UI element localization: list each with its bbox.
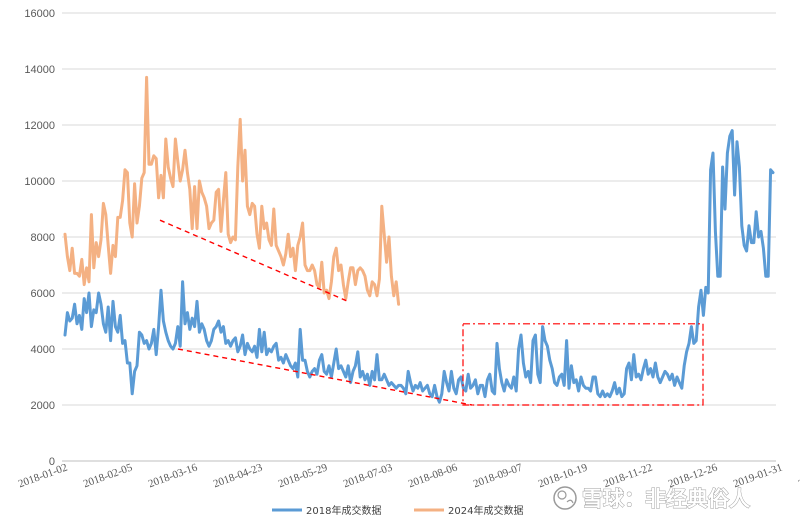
y-tick-label: 6000 (31, 288, 55, 300)
legend-label-2018: 2018年成交数据 (306, 504, 381, 517)
y-tick-label: 16000 (24, 8, 55, 20)
series-line-2018 (63, 129, 775, 404)
y-tick-label: 10000 (24, 176, 55, 188)
trend-line-2018 (177, 348, 473, 406)
x-tick-label: 2018-05-29 (277, 461, 330, 490)
y-axis-tick-labels: 0 2000 4000 6000 8000 10000 12000 14000 16000 (24, 8, 55, 468)
x-tick-label: 2018-02-05 (82, 461, 135, 490)
y-tick-label: 0 (49, 456, 55, 468)
y-tick-label: 8000 (31, 232, 55, 244)
y-tick-label: 14000 (24, 64, 55, 76)
annotations (159, 219, 704, 406)
x-tick-label: 2018-07-03 (342, 461, 395, 490)
x-tick-label: 2018-01-02 (17, 462, 69, 491)
y-tick-label: 12000 (24, 120, 55, 132)
x-tick-label: 2018-08-06 (407, 461, 460, 490)
series-line-2024 (63, 75, 401, 306)
x-tick-label: 2018-11-22 (602, 462, 654, 491)
trend-line-2024 (159, 219, 349, 303)
legend-item-2024[interactable]: 2024年成交数据 (414, 504, 523, 517)
y-tick-label: 2000 (31, 400, 55, 412)
watermark-text: 雪球：非经典俗人 (582, 487, 750, 511)
legend-label-2024: 2024年成交数据 (448, 504, 523, 517)
legend: 2018年成交数据 2024年成交数据 (272, 504, 523, 517)
watermark: 雪球：非经典俗人 (553, 486, 750, 511)
x-tick-label: 2018-04-23 (212, 461, 265, 490)
flat-period-box (462, 323, 704, 406)
snowball-logo-icon (553, 486, 577, 510)
x-tick-label: 2018-09-07 (472, 461, 525, 490)
y-tick-label: 4000 (31, 344, 55, 356)
legend-item-2018[interactable]: 2018年成交数据 (272, 504, 381, 517)
series-lines (63, 75, 775, 404)
x-tick-label: 2018-03-16 (147, 461, 200, 490)
